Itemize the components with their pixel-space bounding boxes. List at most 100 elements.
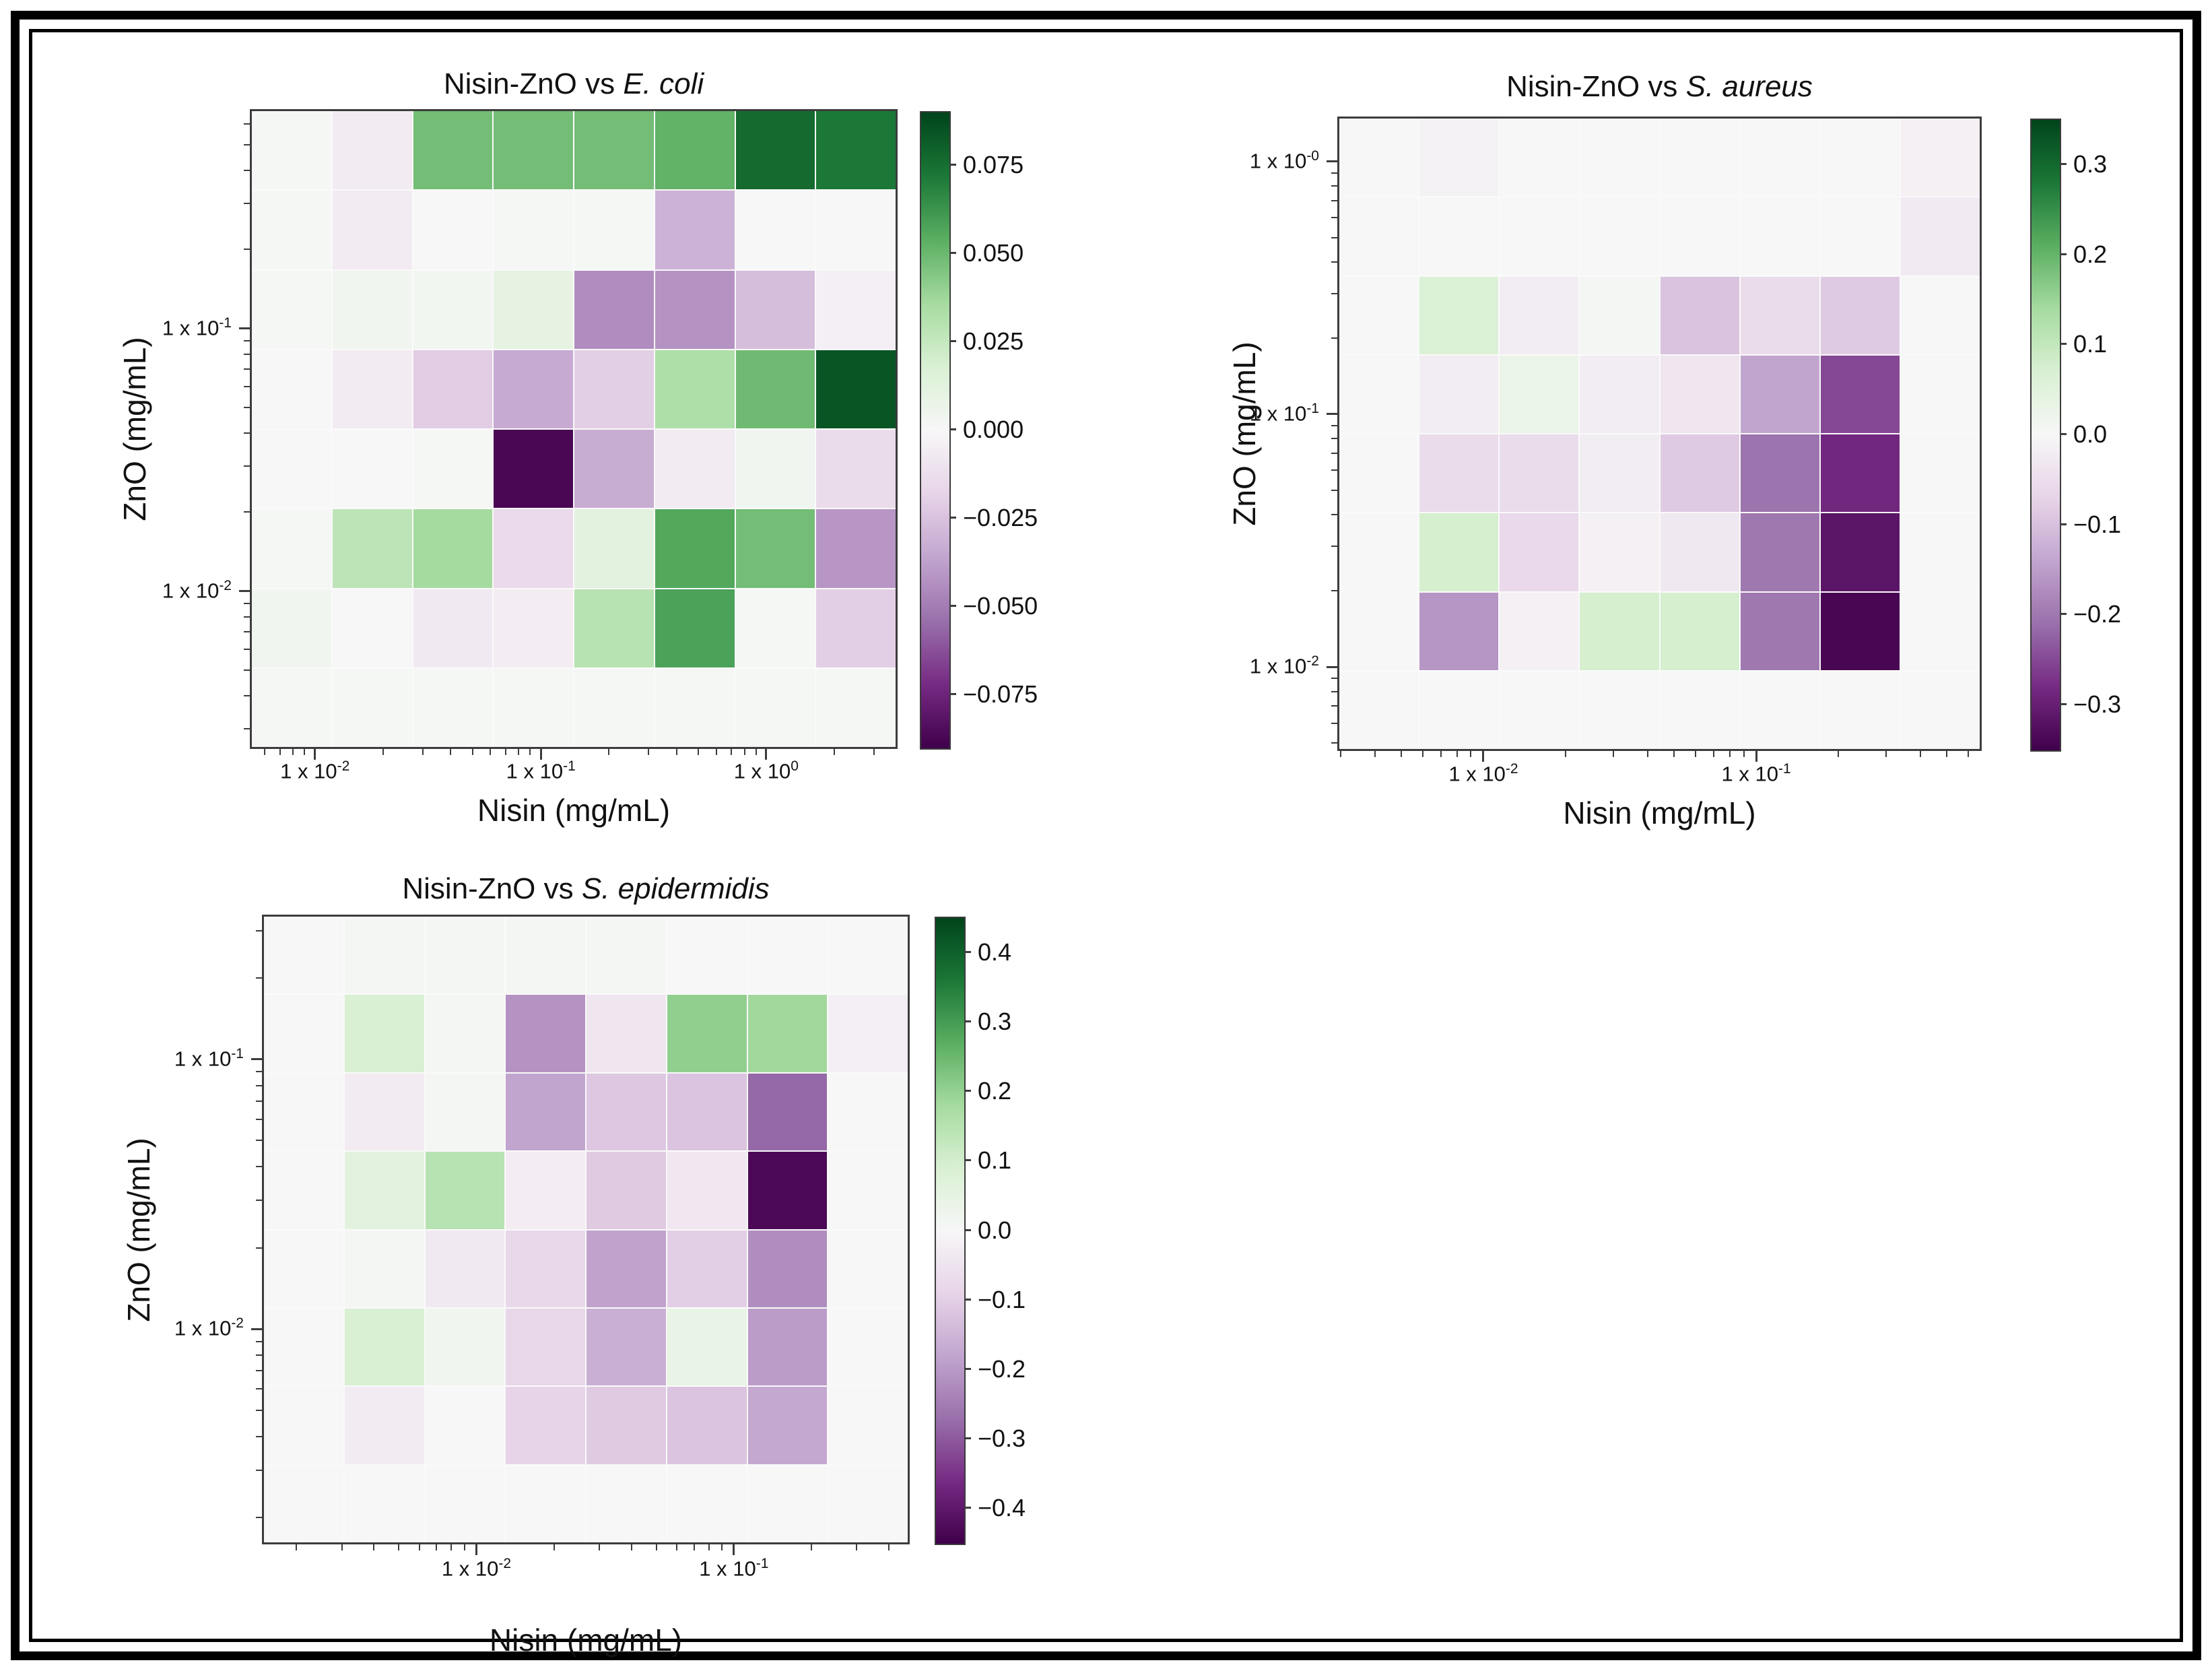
- colorbar-tick-label: 0.025: [963, 327, 1024, 355]
- colorbar-tick-label: 0.2: [978, 1077, 1012, 1105]
- heatmap-cell: [252, 589, 331, 667]
- heatmap-cell: [1660, 434, 1739, 513]
- minor-tick-y: [256, 1084, 262, 1086]
- colorbar-tick: [964, 950, 971, 953]
- heatmap-sepidermidis-title: Nisin-ZnO vs S. epidermidis: [402, 872, 769, 906]
- heatmap-cell: [425, 1073, 505, 1151]
- minor-tick-x: [693, 1544, 695, 1550]
- minor-tick-y: [1331, 438, 1337, 440]
- major-tick-x: [314, 749, 316, 760]
- colorbar-tick: [964, 1367, 971, 1370]
- minor-tick-x: [304, 749, 306, 755]
- major-tick-y: [1327, 413, 1337, 416]
- title-prefix: Nisin-ZnO vs: [1506, 70, 1686, 103]
- heatmap-cell: [1339, 355, 1419, 433]
- heatmap-cell: [252, 111, 331, 190]
- minor-tick-x: [698, 749, 700, 755]
- heatmap-cell: [1500, 513, 1579, 591]
- colorbar-tick: [2060, 162, 2067, 165]
- colorbar-tick-label: 0.4: [978, 938, 1012, 966]
- figure-canvas: Nisin-ZnO vs E. coli Nisin-ZnO vs S. aur…: [32, 32, 2180, 1658]
- heatmap-cell: [1820, 513, 1900, 591]
- minor-tick-x: [490, 749, 492, 755]
- heatmap-cell: [264, 1230, 343, 1307]
- minor-tick-x: [518, 749, 520, 755]
- heatmap-cell: [667, 1073, 747, 1151]
- minor-tick-x: [598, 1544, 600, 1550]
- colorbar-tick-label: −0.075: [963, 680, 1038, 709]
- minor-tick-x: [856, 1544, 858, 1550]
- heatmap-cell: [828, 1308, 908, 1386]
- minor-tick-x: [1838, 751, 1840, 757]
- heatmap-cell: [1740, 355, 1819, 433]
- heatmap-cell: [667, 1387, 747, 1464]
- minor-tick-x: [888, 1544, 890, 1550]
- heatmap-cell: [747, 1465, 828, 1542]
- x-tick-label: 1 x 10-2: [1448, 761, 1518, 786]
- colorbar-tick: [949, 605, 956, 608]
- colorbar-tick: [949, 339, 956, 342]
- heatmap-cell: [574, 111, 654, 190]
- heatmap-cell: [344, 1073, 424, 1151]
- heatmap-cell: [1339, 197, 1419, 275]
- heatmap-cell: [1580, 119, 1659, 197]
- colorbar: [935, 917, 966, 1545]
- heatmap-cell: [1500, 276, 1579, 354]
- minor-tick-y: [1331, 185, 1337, 187]
- heatmap-cell: [344, 1152, 424, 1229]
- minor-tick-y: [1331, 216, 1337, 218]
- y-tick-label: 1 x 10-2: [162, 577, 232, 603]
- heatmap-cell: [1580, 197, 1659, 275]
- heatmap-cell: [425, 1152, 505, 1229]
- heatmap-cell: [1820, 434, 1900, 513]
- minor-tick-y: [244, 123, 250, 125]
- y-tick-label: 1 x 10-1: [162, 315, 232, 340]
- minor-tick-x: [675, 749, 677, 755]
- major-tick-y: [239, 327, 250, 330]
- heatmap-cell: [1820, 276, 1900, 354]
- figure-outer-border: Nisin-ZnO vs E. coli Nisin-ZnO vs S. aur…: [11, 11, 2201, 1660]
- minor-tick-x: [1456, 751, 1458, 757]
- heatmap-cell: [1900, 355, 1980, 433]
- minor-tick-x: [553, 1544, 555, 1550]
- heatmap-cell: [1419, 276, 1499, 354]
- colorbar-tick-label: 0.075: [963, 150, 1024, 178]
- minor-tick-x: [1713, 751, 1715, 757]
- minor-tick-y: [256, 1517, 262, 1519]
- minor-tick-y: [244, 465, 250, 467]
- heatmap-cell: [735, 111, 815, 190]
- heatmap-cell: [1740, 434, 1819, 513]
- heatmap-cell: [252, 350, 331, 428]
- colorbar-tick: [949, 251, 956, 254]
- colorbar-tick-label: 0.1: [978, 1146, 1012, 1175]
- heatmap-cell: [667, 1465, 747, 1542]
- heatmap-cell: [655, 589, 735, 667]
- minor-tick-y: [1331, 690, 1337, 692]
- heatmap-plot-area: [1327, 117, 1982, 762]
- figure-inner-border: Nisin-ZnO vs E. coli Nisin-ZnO vs S. aur…: [29, 29, 2183, 1658]
- minor-tick-y: [256, 1118, 262, 1120]
- heatmap-cell: [1339, 592, 1419, 670]
- heatmap-cell: [816, 111, 896, 190]
- heatmap-cell: [264, 1387, 343, 1464]
- colorbar-tick: [2060, 343, 2067, 346]
- minor-tick-y: [1331, 742, 1337, 744]
- heatmap-cell: [494, 111, 573, 190]
- heatmap-cell: [574, 589, 654, 667]
- heatmap-cell: [667, 917, 747, 994]
- heatmap-cell: [1580, 355, 1659, 433]
- heatmap-cell: [586, 1465, 666, 1542]
- heatmap-cell: [344, 1387, 424, 1464]
- heatmap-cell: [747, 1230, 828, 1307]
- minor-tick-y: [1331, 705, 1337, 707]
- minor-tick-x: [471, 749, 473, 755]
- heatmap-cell: [264, 995, 343, 1072]
- minor-tick-y: [256, 1247, 262, 1249]
- heatmap-cell: [494, 589, 573, 667]
- heatmap-cell: [252, 509, 331, 588]
- minor-tick-x: [292, 749, 294, 755]
- heatmap-cell: [332, 191, 412, 269]
- heatmap-cell: [1660, 119, 1739, 197]
- minor-tick-y: [244, 368, 250, 370]
- heatmap-cell: [1580, 592, 1659, 670]
